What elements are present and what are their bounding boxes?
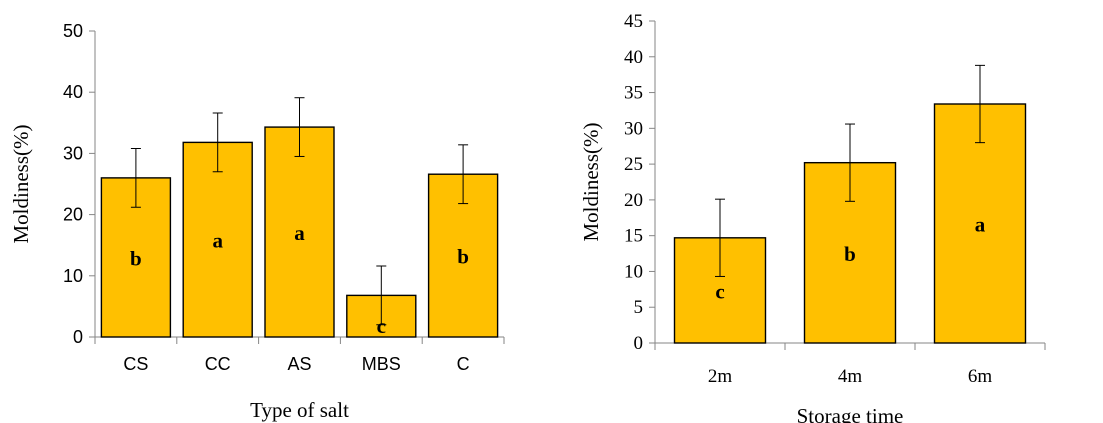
y-tick-label: 50 — [63, 21, 83, 41]
y-axis-title: Moldiness(%) — [9, 125, 33, 244]
bar — [264, 126, 335, 338]
significance-label: b — [130, 246, 142, 270]
bar — [933, 103, 1027, 344]
y-tick-label: 25 — [624, 154, 643, 175]
y-tick-label: 30 — [63, 143, 83, 163]
x-axis-title: Type of salt — [250, 398, 349, 422]
significance-label: a — [294, 221, 305, 245]
x-tick-label: 2m — [708, 366, 733, 387]
y-tick-label: 20 — [63, 205, 83, 225]
y-tick-label: 0 — [634, 333, 644, 354]
y-tick-label: 40 — [624, 47, 643, 68]
significance-label: c — [377, 314, 386, 338]
x-tick-label: MBS — [362, 354, 401, 374]
x-axis-title: Storage time — [797, 404, 904, 423]
storage-time-bar-chart: 0 5 10 15 20 25 30 35 40 45 c 2m b 4m a 6m Storage time M… — [579, 11, 1046, 423]
significance-label: b — [844, 242, 856, 266]
significance-label: a — [975, 213, 986, 237]
y-tick-label: 15 — [624, 226, 643, 247]
y-tick-label: 5 — [634, 297, 644, 318]
x-tick-label: CS — [123, 354, 148, 374]
significance-label: a — [212, 229, 223, 253]
bar — [182, 141, 253, 338]
y-tick-label: 40 — [63, 82, 83, 102]
x-tick-label: C — [457, 354, 470, 374]
salt-type-bar-chart: 0 10 20 30 40 50 b CS a CC a AS c MBS b C Type of salt Mo… — [9, 21, 505, 422]
significance-label: b — [457, 245, 469, 269]
y-tick-label: 20 — [624, 190, 643, 211]
y-tick-label: 10 — [624, 261, 643, 282]
x-tick-label: 4m — [838, 366, 863, 387]
y-axis-title: Moldiness(%) — [579, 123, 603, 242]
y-tick-label: 45 — [624, 11, 643, 32]
y-tick-label: 10 — [63, 266, 83, 286]
y-tick-label: 35 — [624, 83, 643, 104]
x-tick-label: AS — [287, 354, 311, 374]
x-tick-label: CC — [205, 354, 231, 374]
y-tick-label: 0 — [73, 327, 83, 347]
significance-label: c — [715, 279, 724, 303]
y-tick-label: 30 — [624, 118, 643, 139]
x-tick-label: 6m — [968, 366, 993, 387]
